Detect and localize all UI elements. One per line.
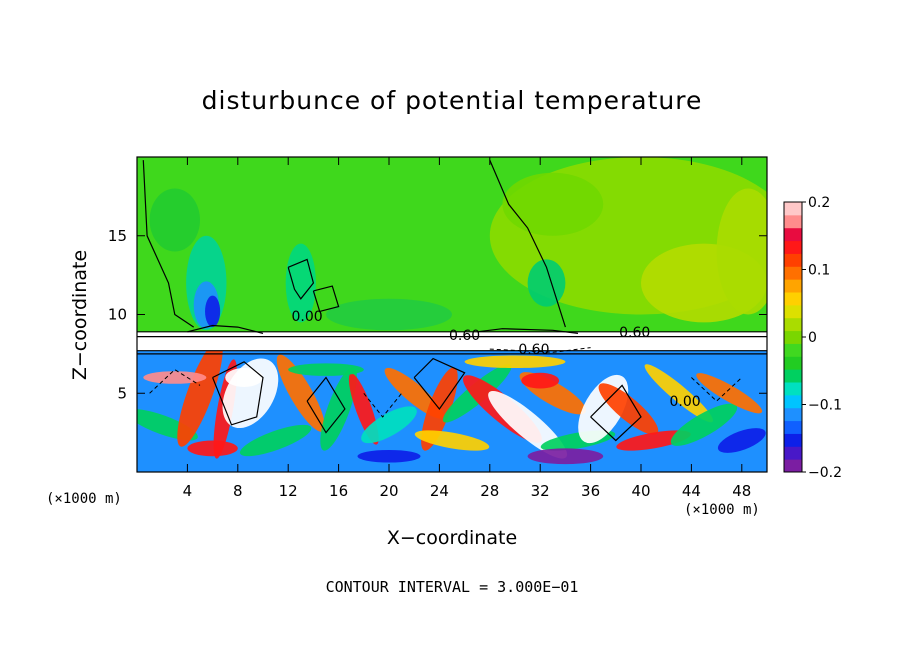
field-streak (696, 373, 763, 414)
colorbar-swatch (784, 240, 802, 254)
field-streak (644, 364, 713, 423)
y-tick-label: 15 (108, 227, 127, 245)
contour-label: 0.60 (449, 328, 480, 344)
chart-title: disturbunce of potential temperature (201, 86, 703, 115)
contour-interval-text: CONTOUR INTERVAL = 3.000E−01 (325, 578, 579, 596)
contour-line (212, 361, 264, 426)
field-streak (717, 428, 766, 453)
colorbar-swatch (784, 304, 802, 319)
colorbar-swatch (784, 279, 802, 293)
colorbar-swatch (784, 382, 802, 396)
field-patch (326, 298, 452, 331)
x-tick-label: 28 (480, 482, 499, 500)
colorbar-swatch (784, 394, 802, 409)
field-streak (357, 449, 421, 463)
field-streak (177, 351, 223, 447)
field-streak (527, 448, 604, 465)
y-tick-label: 5 (117, 384, 127, 402)
colorbar-tick-label: −0.2 (808, 465, 842, 481)
x-tick-label: 36 (581, 482, 600, 500)
y-tick-label: 10 (108, 306, 127, 324)
contour-line (142, 160, 195, 328)
contour-line (489, 159, 566, 328)
colorbar-swatch (784, 317, 802, 332)
colorbar-swatch (784, 266, 802, 280)
contour-label: 0.00 (292, 309, 323, 325)
x-unit-label: (×1000 m) (684, 502, 760, 518)
contour-line (590, 384, 642, 442)
field-streak (143, 371, 207, 384)
field-patch (502, 172, 604, 236)
colorbar-tick-label: 0 (808, 330, 817, 346)
x-tick-label: 4 (183, 482, 193, 500)
x-tick-label: 20 (379, 482, 398, 500)
field-streak (616, 430, 691, 451)
x-tick-label: 24 (430, 482, 449, 500)
contour-line-negative (691, 377, 743, 402)
x-tick-label: 44 (682, 482, 701, 500)
colorbar-swatch (784, 407, 802, 422)
x-tick-label: 8 (233, 482, 243, 500)
colorbar-swatch (784, 433, 802, 447)
x-tick-label: 32 (531, 482, 550, 500)
field-streak (320, 367, 357, 451)
contour-line (287, 258, 315, 300)
contour-line (312, 285, 340, 313)
colorbar-swatch (784, 202, 802, 216)
field-streak (414, 430, 490, 451)
colorbar-swatch (784, 330, 802, 344)
x-axis-label: X−coordinate (386, 527, 518, 549)
contour-line (306, 376, 346, 434)
x-tick-label: 48 (732, 482, 751, 500)
field-streak (670, 403, 738, 446)
field-streak (464, 355, 566, 369)
x-tick-label: 16 (329, 482, 348, 500)
contour-line-negative (489, 347, 591, 353)
contour-line (187, 324, 264, 334)
colorbar-swatch (784, 214, 802, 229)
colorbar-swatch (784, 459, 802, 473)
field-streak (187, 440, 238, 457)
colorbar-swatch (784, 227, 802, 242)
contour-line (413, 357, 466, 411)
contour-label: 0.00 (670, 394, 701, 410)
colorbar-swatch (784, 369, 802, 383)
colorbar-tick-label: 0.1 (808, 263, 830, 279)
field-streak (288, 363, 364, 376)
field-patch (527, 259, 566, 307)
colorbar-swatch (784, 420, 802, 434)
colorbar-swatch (784, 343, 802, 357)
colorbar-swatch (784, 356, 802, 370)
colorbar-tick-label: 0.2 (808, 195, 830, 211)
x-tick-label: 12 (279, 482, 298, 500)
contour-line-negative (363, 392, 402, 418)
field-patch (149, 188, 200, 252)
field-streak (521, 372, 560, 389)
colorbar-swatch (784, 292, 802, 306)
field-streak (225, 368, 263, 387)
colorbar-swatch (784, 446, 802, 460)
x-tick-label: 40 (631, 482, 650, 500)
contour-line (477, 328, 579, 334)
field-patch (205, 295, 221, 328)
z-unit-label: (×1000 m) (46, 491, 122, 507)
field-streak (239, 424, 312, 457)
colorbar-swatch (784, 253, 802, 267)
field-streak (276, 354, 325, 432)
field-patch (716, 188, 767, 315)
y-axis-label: Z−coordinate (69, 249, 91, 381)
colorbar-tick-label: −0.1 (808, 398, 842, 414)
field-streak (361, 406, 417, 444)
contour-label: 0.60 (518, 342, 549, 358)
field-streak (598, 383, 659, 435)
contour-label: 0.60 (619, 325, 650, 341)
